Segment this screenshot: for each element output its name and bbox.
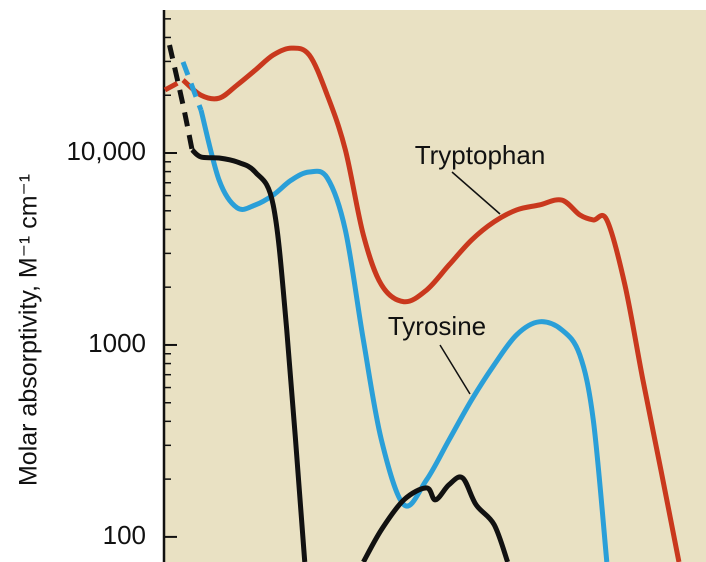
y-axis-label: Molar absorptivity, M⁻¹ cm⁻¹ bbox=[15, 174, 43, 486]
y-tick-label: 100 bbox=[103, 520, 146, 550]
line-series bbox=[190, 147, 308, 562]
line-series bbox=[163, 77, 185, 93]
plot-lines bbox=[163, 44, 682, 562]
leader-line bbox=[439, 344, 471, 395]
line-series bbox=[167, 44, 195, 151]
series-label: Tyrosine bbox=[388, 311, 486, 341]
series-label: Tryptophan bbox=[415, 140, 546, 170]
line-series bbox=[181, 45, 682, 562]
line-series bbox=[361, 474, 510, 562]
y-tick-label: 1000 bbox=[88, 328, 146, 358]
line-series bbox=[180, 61, 204, 112]
leader-line bbox=[451, 171, 501, 215]
line-series bbox=[198, 109, 610, 562]
y-tick-label: 10,000 bbox=[66, 136, 146, 166]
